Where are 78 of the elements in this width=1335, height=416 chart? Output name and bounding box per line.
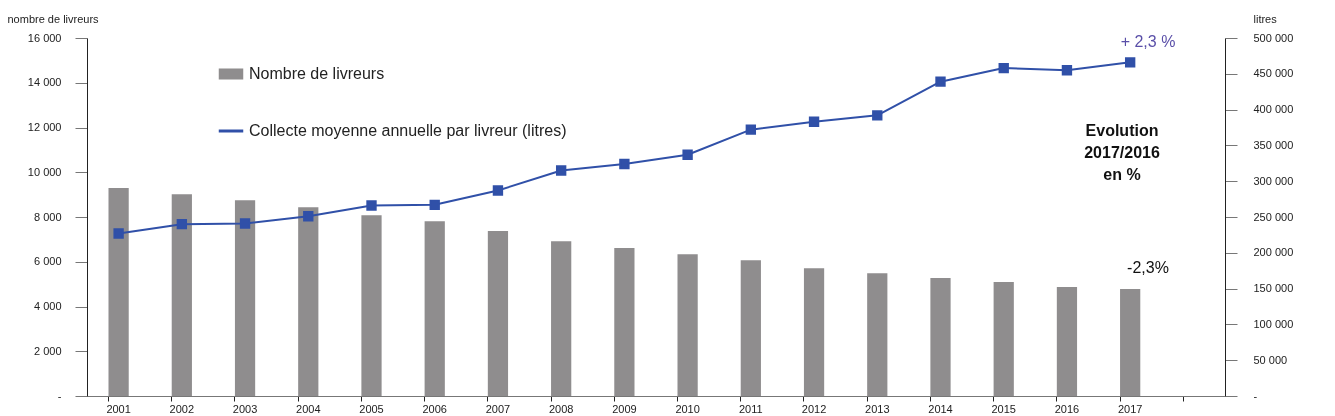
y2-tick-label: 50 000	[1253, 353, 1288, 366]
annotation: -2,3%	[1127, 259, 1169, 276]
legend-label: Collecte moyenne annuelle par livreur (litres)	[249, 122, 567, 139]
point	[1124, 57, 1136, 68]
point	[176, 218, 188, 230]
x-tick-label: 2017	[1117, 402, 1143, 415]
bar	[867, 273, 888, 396]
y2-tick-label: 200 000	[1253, 246, 1294, 259]
bar	[487, 231, 509, 396]
bar	[361, 215, 382, 396]
y-tick-label: 2 000	[33, 344, 62, 357]
x-tick-label: 2008	[548, 402, 574, 415]
y-tick-label: -	[57, 389, 62, 402]
point	[239, 218, 251, 229]
x-tick-label: 2009	[612, 402, 637, 415]
y2-tick-label: 450 000	[1253, 67, 1294, 80]
x-tick-label: 2005	[359, 402, 384, 415]
x-tick-label: 2015	[991, 402, 1016, 415]
x-tick-label: 2001	[106, 402, 131, 415]
y2-tick-label: 300 000	[1253, 174, 1294, 187]
y-tick-label: 6 000	[33, 255, 62, 268]
x-tick-label: 2011	[739, 402, 763, 415]
point	[1061, 65, 1073, 76]
point	[872, 110, 883, 121]
bar	[740, 260, 761, 396]
bar	[614, 248, 635, 396]
point	[682, 149, 693, 160]
point	[429, 199, 440, 211]
y2-tick-label: 150 000	[1253, 282, 1294, 295]
x-tick-label: 2004	[296, 402, 321, 415]
annotation: + 2,3 %	[1120, 33, 1176, 50]
bar	[424, 221, 445, 396]
point	[303, 211, 314, 222]
point	[113, 228, 124, 239]
point	[619, 158, 630, 170]
y2-tick-label: -	[1253, 389, 1258, 402]
y2-tick-label: 400 000	[1253, 103, 1294, 116]
point	[808, 116, 820, 127]
y-tick-label: 8 000	[33, 210, 62, 223]
bar	[803, 268, 825, 396]
point	[998, 62, 1009, 74]
y-tick-label: 10 000	[27, 165, 62, 178]
annotation: Evolution 2017/2016 en %	[1084, 122, 1160, 183]
x-tick-label: 2016	[1054, 402, 1080, 415]
x-tick-label: 2013	[865, 402, 890, 415]
x-tick-label: 2006	[422, 402, 447, 415]
bar	[234, 200, 256, 396]
y2-axis-title: litres	[1253, 12, 1278, 25]
point	[745, 124, 757, 135]
x-tick-label: 2012	[801, 402, 827, 415]
bar	[551, 241, 572, 396]
point	[366, 200, 377, 211]
bar	[108, 187, 129, 396]
x-tick-label: 2002	[169, 402, 195, 415]
point	[555, 165, 567, 176]
y-axis-title: nombre de livreurs	[7, 12, 100, 25]
y2-tick-label: 500 000	[1253, 31, 1294, 44]
y-tick-label: 16 000	[27, 31, 62, 44]
x-tick-label: 2003	[232, 402, 258, 415]
bar	[171, 194, 192, 396]
bar	[1120, 289, 1141, 396]
y2-tick-label: 350 000	[1253, 138, 1294, 151]
x-tick-label: 2014	[928, 402, 953, 415]
legend-label: Nombre de livreurs	[249, 65, 385, 82]
y2-tick-label: 100 000	[1253, 317, 1294, 330]
bar	[993, 282, 1014, 396]
y-tick-label: 14 000	[27, 76, 62, 89]
bar	[1056, 287, 1078, 396]
x-tick-label: 2007	[485, 402, 511, 415]
point	[935, 76, 946, 87]
bar	[298, 207, 319, 396]
point	[492, 185, 504, 196]
y-tick-label: 4 000	[33, 300, 62, 312]
y-tick-label: 12 000	[27, 121, 62, 133]
bar	[930, 278, 951, 396]
y2-tick-label: 250 000	[1253, 210, 1294, 223]
bar	[677, 254, 698, 396]
x-tick-label: 2010	[675, 402, 700, 415]
